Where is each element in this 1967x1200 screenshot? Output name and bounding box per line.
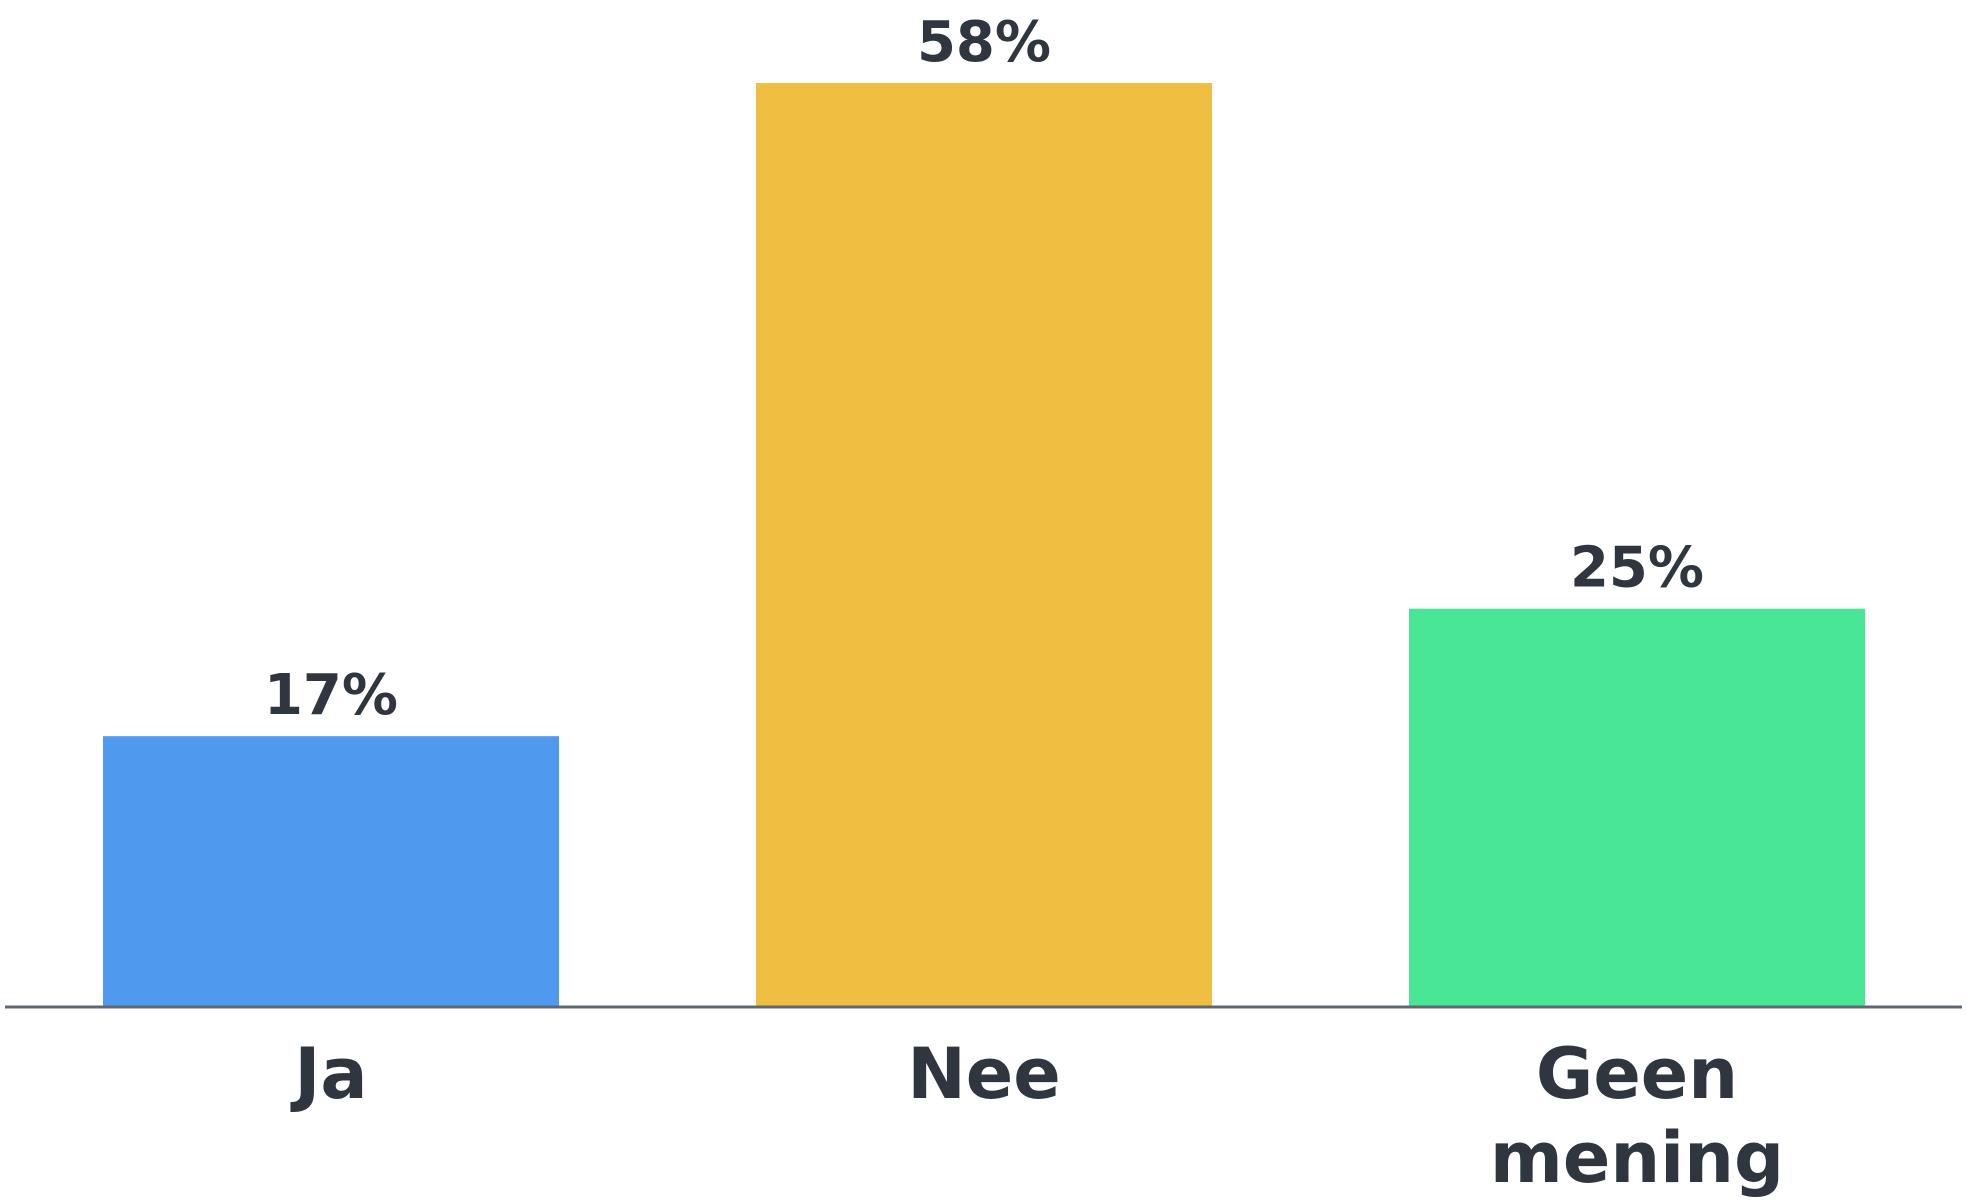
category-label-line: Nee <box>907 1033 1061 1115</box>
category-labels-group: Ja Nee Geen mening <box>290 1033 1784 1199</box>
category-label-line: Ja <box>290 1033 367 1115</box>
category-label-nee: Nee <box>907 1033 1061 1115</box>
value-label-geen-mening: 25% <box>1570 536 1704 601</box>
value-label-nee: 58% <box>917 10 1051 75</box>
bar-nee <box>756 83 1212 1007</box>
category-label-line: mening <box>1490 1117 1784 1199</box>
value-labels-group: 17% 58% 25% <box>264 10 1704 728</box>
bar-ja <box>103 736 559 1007</box>
bars-group <box>103 83 1865 1007</box>
category-label-ja: Ja <box>290 1033 367 1115</box>
category-label-line: Geen <box>1536 1033 1738 1115</box>
value-label-ja: 17% <box>264 663 398 728</box>
bar-geen-mening <box>1409 608 1865 1007</box>
category-label-geen-mening: Geen mening <box>1490 1033 1784 1199</box>
